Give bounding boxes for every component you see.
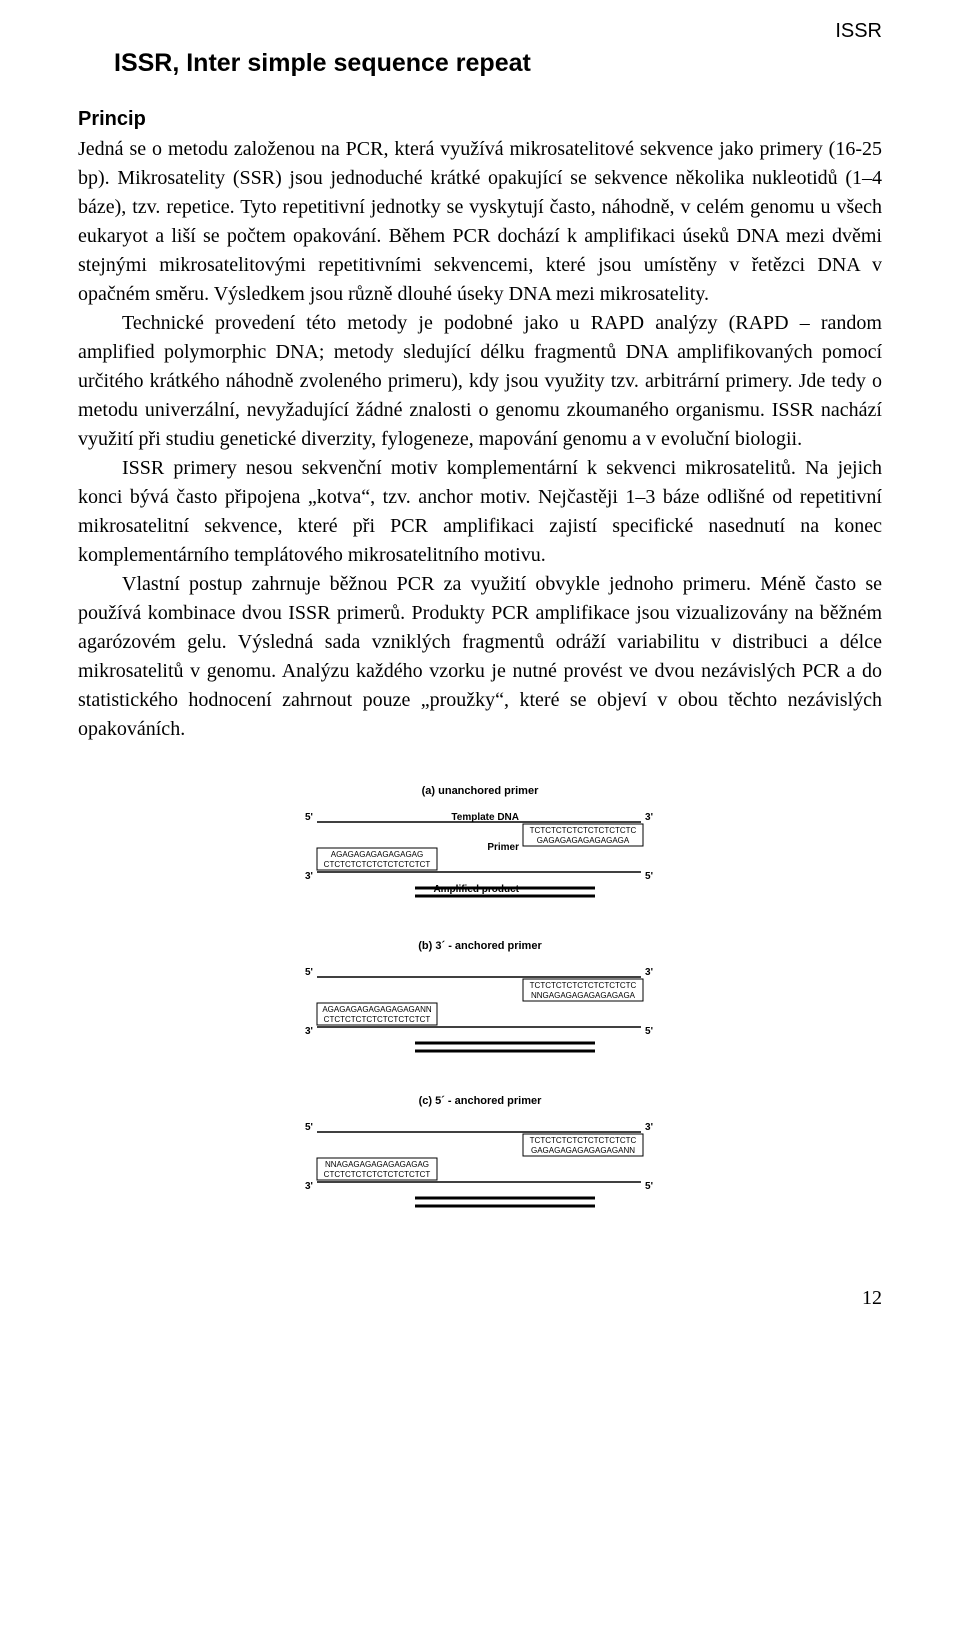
paragraph: Technické provedení této metody je podob… bbox=[78, 309, 882, 454]
svg-text:NNGAGAGAGAGAGAGAGA: NNGAGAGAGAGAGAGAGA bbox=[531, 991, 636, 1000]
svg-text:NNAGAGAGAGAGAGAGAG: NNAGAGAGAGAGAGAGAG bbox=[325, 1160, 429, 1169]
paragraph: Jedná se o metodu založenou na PCR, kter… bbox=[78, 135, 882, 309]
svg-text:CTCTCTCTCTCTCTCTCTCT: CTCTCTCTCTCTCTCTCTCT bbox=[324, 860, 431, 869]
svg-text:5': 5' bbox=[645, 1181, 653, 1192]
page-number: 12 bbox=[78, 1287, 882, 1310]
svg-text:3': 3' bbox=[305, 871, 313, 882]
svg-text:AGAGAGAGAGAGAGAGANN: AGAGAGAGAGAGAGAGANN bbox=[322, 1005, 432, 1014]
svg-text:CTCTCTCTCTCTCTCTCTCT: CTCTCTCTCTCTCTCTCTCT bbox=[324, 1015, 431, 1024]
svg-text:3': 3' bbox=[645, 967, 653, 978]
document-title: ISSR, Inter simple sequence repeat bbox=[114, 49, 882, 78]
svg-text:(c) 5´ - anchored primer: (c) 5´ - anchored primer bbox=[419, 1095, 543, 1107]
svg-text:3': 3' bbox=[305, 1026, 313, 1037]
paragraph: Vlastní postup zahrnuje běžnou PCR za vy… bbox=[78, 570, 882, 744]
svg-text:(a) unanchored primer: (a) unanchored primer bbox=[422, 785, 539, 797]
svg-text:5': 5' bbox=[305, 1122, 313, 1133]
svg-text:CTCTCTCTCTCTCTCTCTCT: CTCTCTCTCTCTCTCTCTCT bbox=[324, 1170, 431, 1179]
section-heading-princip: Princip bbox=[78, 108, 882, 131]
svg-text:GAGAGAGAGAGAGAGANN: GAGAGAGAGAGAGAGANN bbox=[531, 1146, 635, 1155]
body-text: Jedná se o metodu založenou na PCR, kter… bbox=[78, 135, 882, 744]
svg-text:TCTCTCTCTCTCTCTCTCTC: TCTCTCTCTCTCTCTCTCTC bbox=[530, 981, 637, 990]
primer-diagram: (a) unanchored primer 5' 3' TCTCTCTCTCTCTCT… bbox=[78, 780, 882, 1255]
svg-text:3': 3' bbox=[305, 1181, 313, 1192]
paragraph: ISSR primery nesou sekvenční motiv kompl… bbox=[78, 454, 882, 570]
svg-text:Primer: Primer bbox=[487, 842, 519, 853]
svg-text:Template DNA: Template DNA bbox=[451, 812, 519, 823]
svg-text:3': 3' bbox=[645, 1122, 653, 1133]
svg-text:GAGAGAGAGAGAGAGA: GAGAGAGAGAGAGAGA bbox=[537, 836, 630, 845]
svg-text:3': 3' bbox=[645, 812, 653, 823]
svg-text:TCTCTCTCTCTCTCTCTCTC: TCTCTCTCTCTCTCTCTCTC bbox=[530, 826, 637, 835]
document-page: ISSR ISSR, Inter simple sequence repeat … bbox=[0, 0, 960, 1350]
svg-text:AGAGAGAGAGAGAGAG: AGAGAGAGAGAGAGAG bbox=[331, 850, 423, 859]
svg-text:5': 5' bbox=[305, 812, 313, 823]
running-head: ISSR bbox=[78, 20, 882, 43]
svg-text:5': 5' bbox=[645, 871, 653, 882]
svg-text:(b) 3´ - anchored primer: (b) 3´ - anchored primer bbox=[418, 940, 542, 952]
svg-text:TCTCTCTCTCTCTCTCTCTC: TCTCTCTCTCTCTCTCTCTC bbox=[530, 1136, 637, 1145]
svg-text:5': 5' bbox=[645, 1026, 653, 1037]
svg-text:5': 5' bbox=[305, 967, 313, 978]
